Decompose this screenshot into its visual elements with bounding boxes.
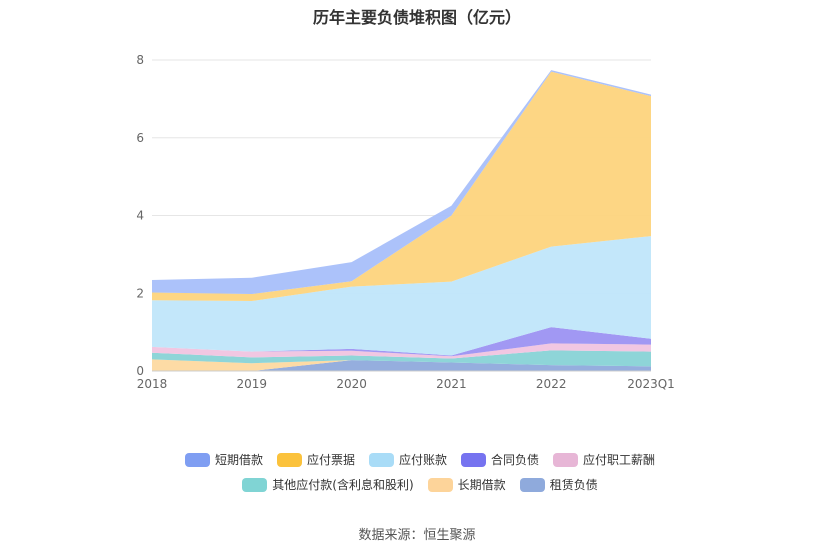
area-layer [152, 70, 651, 371]
legend-item[interactable]: 应付账款 [368, 451, 447, 468]
legend-label: 其他应付款(含利息和股利) [272, 478, 414, 492]
legend-swatch [553, 452, 579, 467]
y-tick-label: 4 [136, 209, 144, 223]
area-series-6 [152, 71, 651, 302]
y-tick-label: 8 [136, 53, 144, 67]
axis-layer: 0 2 4 6 8 2018 2019 2020 2021 2022 2023Q1 [136, 53, 674, 391]
y-tick-label: 6 [136, 131, 144, 145]
legend-label: 应付票据 [306, 453, 355, 467]
legend-label: 合同负债 [491, 453, 540, 467]
legend: 短期借款 应付票据 应付账款 合同负债 应付职工薪酬其他应付款(含利息和股利) 长期借款 租… [150, 451, 690, 501]
x-tick-label: 2021 [436, 377, 467, 391]
legend-item[interactable]: 应付职工薪酬 [553, 451, 655, 468]
legend-swatch [368, 452, 394, 467]
legend-swatch [276, 452, 302, 467]
legend-label: 应付职工薪酬 [583, 453, 656, 467]
area-series-0 [152, 360, 651, 371]
legend-swatch [184, 452, 210, 467]
x-tick-label: 2023Q1 [627, 377, 675, 391]
legend-item[interactable]: 其他应付款(含利息和股利) [242, 476, 414, 493]
x-tick-label: 2022 [536, 377, 567, 391]
y-tick-label: 2 [136, 286, 144, 300]
legend-swatch [242, 477, 268, 492]
x-tick-label: 2018 [137, 377, 168, 391]
area-series-3 [152, 343, 651, 359]
legend-label: 长期借款 [457, 478, 506, 492]
area-series-1 [152, 359, 651, 371]
legend-item[interactable]: 长期借款 [427, 476, 506, 493]
legend-item[interactable]: 应付票据 [276, 451, 355, 468]
legend-label: 短期借款 [214, 453, 263, 467]
legend-item[interactable]: 短期借款 [184, 451, 263, 468]
area-series-2 [152, 350, 651, 367]
legend-label: 租赁负债 [549, 478, 598, 492]
legend-swatch [519, 477, 545, 492]
legend-row: 其他应付款(含利息和股利) 长期借款 租赁负债 [150, 476, 690, 493]
y-tick-label: 0 [136, 364, 144, 378]
source-note: 数据来源：恒生聚源 [358, 528, 476, 543]
legend-item[interactable]: 合同负债 [461, 451, 539, 468]
area-series-4 [152, 327, 651, 357]
legend-label: 应付账款 [398, 453, 447, 467]
legend-swatch [461, 452, 486, 467]
area-series-5 [152, 236, 651, 356]
legend-row: 短期借款 应付票据 应付账款 合同负债 应付职工薪酬 [150, 451, 690, 468]
x-tick-label: 2020 [336, 377, 367, 391]
x-tick-label: 2019 [237, 377, 268, 391]
chart-title: 历年主要负债堆积图（亿元） [312, 8, 521, 27]
legend-item[interactable]: 租赁负债 [519, 476, 598, 493]
legend-swatch [427, 477, 453, 492]
